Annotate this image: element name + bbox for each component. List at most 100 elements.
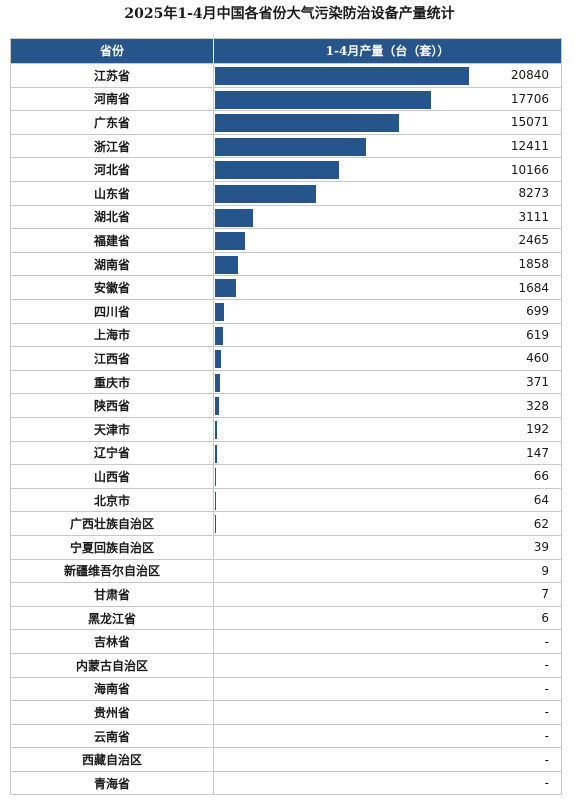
table-row: 浙江省 12411 (11, 133, 561, 158)
table-row: 新疆维吾尔自治区 9 (11, 558, 561, 583)
table-row: 宁夏回族自治区 39 (11, 535, 561, 559)
province-label: 内蒙古自治区 (11, 654, 214, 677)
province-label: 安徽省 (11, 276, 214, 299)
bar (215, 468, 216, 487)
value-label: 64 (533, 493, 549, 508)
province-label: 甘肃省 (11, 583, 214, 606)
value-label: 6 (541, 611, 549, 626)
province-label: 陕西省 (11, 394, 214, 417)
province-label: 重庆市 (11, 370, 214, 394)
value-label: 66 (533, 469, 549, 484)
value-label: 17706 (510, 91, 549, 106)
province-label: 福建省 (11, 229, 214, 252)
province-label: 云南省 (11, 724, 214, 748)
value-label: 15071 (510, 115, 549, 130)
table-row: 陕西省 328 (11, 393, 561, 417)
province-label: 江西省 (11, 347, 214, 370)
value-label: 192 (526, 422, 549, 437)
value-label: - (544, 729, 549, 744)
chart-title: 2025年1-4月中国各省份大气污染防治设备产量统计 (124, 6, 455, 22)
bar (215, 255, 238, 274)
bar (215, 185, 316, 203)
header-province: 省份 (11, 39, 214, 63)
bar (215, 515, 216, 534)
province-label: 新疆维吾尔自治区 (11, 559, 214, 583)
bar (215, 161, 339, 180)
value-label: 39 (533, 540, 549, 555)
province-label: 浙江省 (11, 134, 214, 158)
value-label: 1684 (518, 280, 549, 295)
province-label: 湖南省 (11, 252, 214, 276)
table-row: 江西省 460 (11, 346, 561, 370)
province-label: 西藏自治区 (11, 748, 214, 771)
value-label: - (544, 681, 549, 696)
value-label: 371 (526, 375, 549, 390)
bar (215, 114, 399, 133)
value-label: 7 (541, 587, 549, 602)
province-label: 吉林省 (11, 630, 214, 653)
table-row: 湖南省 1858 (11, 251, 561, 276)
bar (215, 232, 246, 251)
value-label: 20840 (510, 68, 549, 83)
value-label: - (544, 634, 549, 649)
bar (215, 444, 217, 463)
value-label: 9 (541, 563, 549, 578)
data-table: 省份 1-4月产量（台（套）） 江苏省 20840 河南省 17706 广东省 15071… (10, 38, 562, 795)
table-row: 广西壮族自治区 62 (11, 511, 561, 535)
value-label: 62 (533, 516, 549, 531)
province-label: 贵州省 (11, 701, 214, 724)
value-label: - (544, 776, 549, 791)
table-row: 贵州省 - (11, 700, 561, 724)
province-label: 山西省 (11, 465, 214, 488)
table-row: 河北省 10166 (11, 157, 561, 181)
table-row: 四川省 699 (11, 299, 561, 323)
value-label: - (544, 705, 549, 720)
table-row: 海南省 - (11, 676, 561, 701)
table-row: 天津市 192 (11, 417, 561, 441)
bar (215, 350, 221, 369)
province-label: 海南省 (11, 677, 214, 701)
value-label: 699 (526, 304, 549, 319)
bar (215, 303, 224, 321)
table-row: 广东省 15071 (11, 110, 561, 134)
province-label: 天津市 (11, 418, 214, 441)
table-row: 河南省 17706 (11, 86, 561, 111)
table-header: 省份 1-4月产量（台（套）） (11, 39, 561, 63)
value-label: 2465 (518, 233, 549, 248)
bar (215, 208, 253, 227)
bar (215, 373, 220, 392)
table-row: 青海省 - (11, 771, 561, 795)
value-label: 8273 (518, 186, 549, 201)
bar (215, 326, 223, 345)
table-row: 重庆市 371 (11, 369, 561, 394)
table-row: 福建省 2465 (11, 228, 561, 252)
value-label: 619 (526, 327, 549, 342)
table-row: 山东省 8273 (11, 181, 561, 205)
province-label: 广东省 (11, 111, 214, 134)
province-label: 湖北省 (11, 205, 214, 229)
province-label: 四川省 (11, 300, 214, 323)
bar (215, 67, 469, 85)
table-row: 上海市 619 (11, 322, 561, 347)
table-row: 黑龙江省 6 (11, 605, 561, 630)
table-row: 吉林省 - (11, 629, 561, 653)
province-label: 河北省 (11, 158, 214, 181)
table-row: 北京市 64 (11, 487, 561, 512)
value-label: 1858 (518, 257, 549, 272)
value-label: - (544, 752, 549, 767)
table-row: 江苏省 20840 (11, 63, 561, 87)
table-row: 山西省 66 (11, 464, 561, 488)
value-label: 3111 (518, 209, 549, 224)
table-row: 内蒙古自治区 - (11, 653, 561, 677)
table-row: 湖北省 3111 (11, 204, 561, 229)
table-row: 西藏自治区 - (11, 747, 561, 771)
bar (215, 491, 216, 510)
province-label: 广西壮族自治区 (11, 512, 214, 535)
value-label: 12411 (510, 139, 549, 154)
value-label: 460 (526, 351, 549, 366)
province-label: 宁夏回族自治区 (11, 536, 214, 559)
bar (215, 279, 236, 298)
province-label: 黑龙江省 (11, 606, 214, 630)
bar (215, 90, 431, 109)
province-label: 江苏省 (11, 64, 214, 87)
